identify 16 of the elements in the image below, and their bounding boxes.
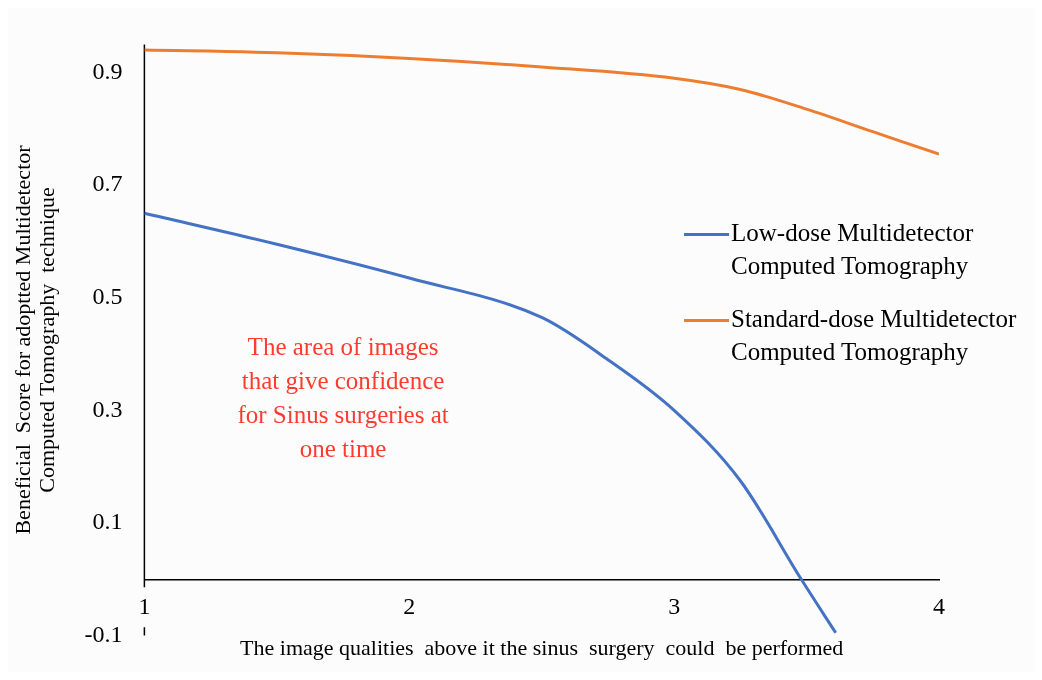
x-tick-label: 1 [138,592,151,619]
legend-label: Low-dose Multidetector Computed Tomography [731,218,974,279]
y-tick-label: -0.1 [84,620,123,647]
x-tick-label: 3 [668,592,681,619]
x-tick-label: 4 [933,592,945,619]
y-tick-label: 0.1 [92,508,123,535]
y-tick-label: 0.5 [92,283,123,310]
x-axis-title: The image qualities above it the sinus surgery could be performed [240,635,844,661]
x-tick-label: 2 [403,592,416,619]
y-axis-title: Beneficial Score for adoptted Multidetector Computed Tomography technique [9,144,60,535]
y-tick-label: 0.7 [92,170,123,197]
annotation: The area of images that give confidence for Sinus surgeries at one time [237,332,449,462]
y-tick-label: 0.3 [92,395,123,422]
legend-label: Standard-dose Multidetector Computed Tomography [731,304,1018,365]
line-series [144,48,939,156]
y-tick-label: 0.9 [92,57,123,84]
